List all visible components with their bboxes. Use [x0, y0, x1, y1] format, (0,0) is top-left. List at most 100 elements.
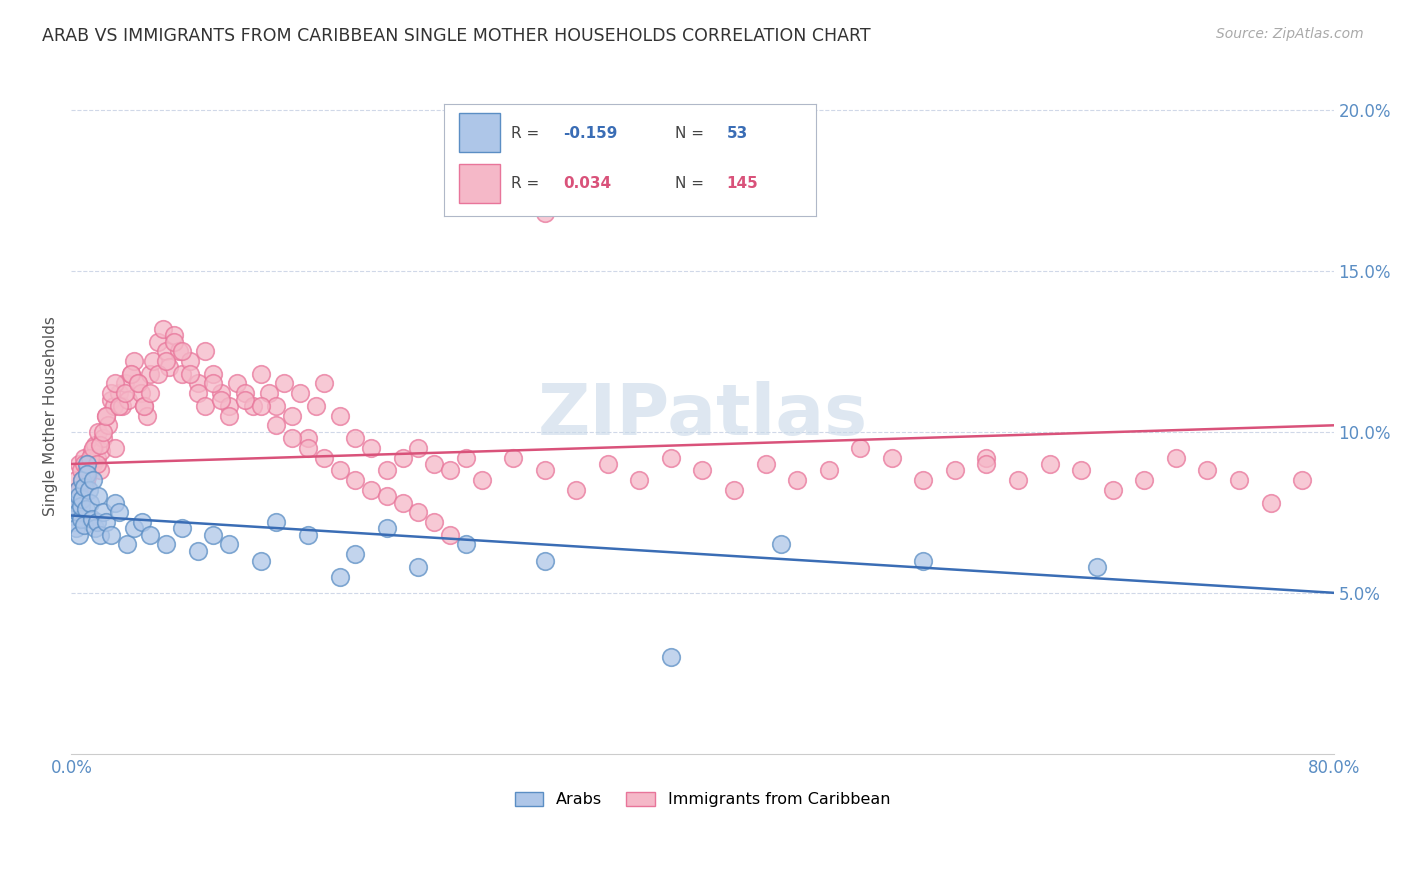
Point: [288, 386, 311, 401]
Point: [257, 386, 280, 401]
Point: [297, 431, 319, 445]
Point: [142, 354, 165, 368]
Point: [155, 537, 177, 551]
Point: [77, 483, 100, 497]
Point: [329, 570, 352, 584]
Point: [1197, 463, 1219, 477]
Point: [209, 386, 232, 401]
Point: [692, 463, 714, 477]
Point: [209, 392, 232, 407]
Point: [943, 463, 966, 477]
Point: [273, 376, 295, 391]
Point: [849, 441, 872, 455]
Point: [62, 508, 84, 523]
Point: [146, 367, 169, 381]
Point: [1007, 473, 1029, 487]
Point: [439, 528, 461, 542]
Point: [73, 518, 96, 533]
Point: [63, 489, 86, 503]
Point: [312, 450, 335, 465]
Point: [1227, 473, 1250, 487]
Point: [73, 479, 96, 493]
Point: [91, 425, 114, 439]
Y-axis label: Single Mother Households: Single Mother Households: [44, 316, 58, 516]
Point: [502, 151, 524, 165]
Text: ARAB VS IMMIGRANTS FROM CARIBBEAN SINGLE MOTHER HOUSEHOLDS CORRELATION CHART: ARAB VS IMMIGRANTS FROM CARIBBEAN SINGLE…: [42, 27, 870, 45]
Point: [565, 483, 588, 497]
Point: [91, 431, 114, 445]
Point: [360, 441, 382, 455]
Point: [146, 334, 169, 349]
Point: [596, 457, 619, 471]
Point: [266, 399, 288, 413]
Point: [82, 473, 104, 487]
Point: [533, 553, 555, 567]
Point: [107, 386, 129, 401]
Point: [163, 334, 186, 349]
Point: [89, 463, 111, 477]
Point: [65, 473, 87, 487]
Point: [157, 360, 180, 375]
Point: [167, 344, 190, 359]
Point: [439, 463, 461, 477]
Point: [179, 354, 201, 368]
Point: [233, 386, 256, 401]
Point: [66, 505, 89, 519]
Point: [69, 463, 91, 477]
Point: [66, 483, 89, 497]
Point: [218, 409, 240, 423]
Point: [202, 376, 225, 391]
Point: [67, 489, 90, 503]
Point: [89, 528, 111, 542]
Point: [66, 483, 89, 497]
Point: [139, 367, 162, 381]
Point: [770, 537, 793, 551]
Point: [533, 205, 555, 219]
Point: [129, 386, 152, 401]
Point: [69, 512, 91, 526]
Point: [912, 473, 935, 487]
Point: [423, 515, 446, 529]
Point: [82, 441, 104, 455]
Point: [226, 376, 249, 391]
Point: [266, 418, 288, 433]
Point: [218, 399, 240, 413]
Point: [117, 392, 139, 407]
Point: [72, 473, 94, 487]
Point: [976, 450, 998, 465]
Point: [86, 450, 108, 465]
Point: [120, 367, 142, 381]
Point: [84, 437, 107, 451]
Point: [723, 483, 745, 497]
Point: [502, 450, 524, 465]
Point: [375, 463, 398, 477]
Point: [1164, 450, 1187, 465]
Point: [179, 367, 201, 381]
Point: [281, 409, 304, 423]
Point: [423, 457, 446, 471]
Point: [63, 502, 86, 516]
Point: [454, 450, 477, 465]
Point: [132, 399, 155, 413]
Point: [75, 502, 97, 516]
Point: [111, 399, 134, 413]
Point: [1133, 473, 1156, 487]
Point: [202, 528, 225, 542]
Point: [100, 528, 122, 542]
Point: [97, 418, 120, 433]
Point: [912, 553, 935, 567]
Point: [155, 354, 177, 368]
Point: [976, 457, 998, 471]
Point: [281, 431, 304, 445]
Point: [100, 392, 122, 407]
Point: [471, 183, 494, 197]
Point: [1260, 495, 1282, 509]
Point: [1291, 473, 1313, 487]
Point: [375, 521, 398, 535]
Point: [170, 344, 193, 359]
Point: [114, 386, 136, 401]
Point: [72, 492, 94, 507]
Point: [65, 521, 87, 535]
Point: [76, 457, 98, 471]
Point: [533, 463, 555, 477]
